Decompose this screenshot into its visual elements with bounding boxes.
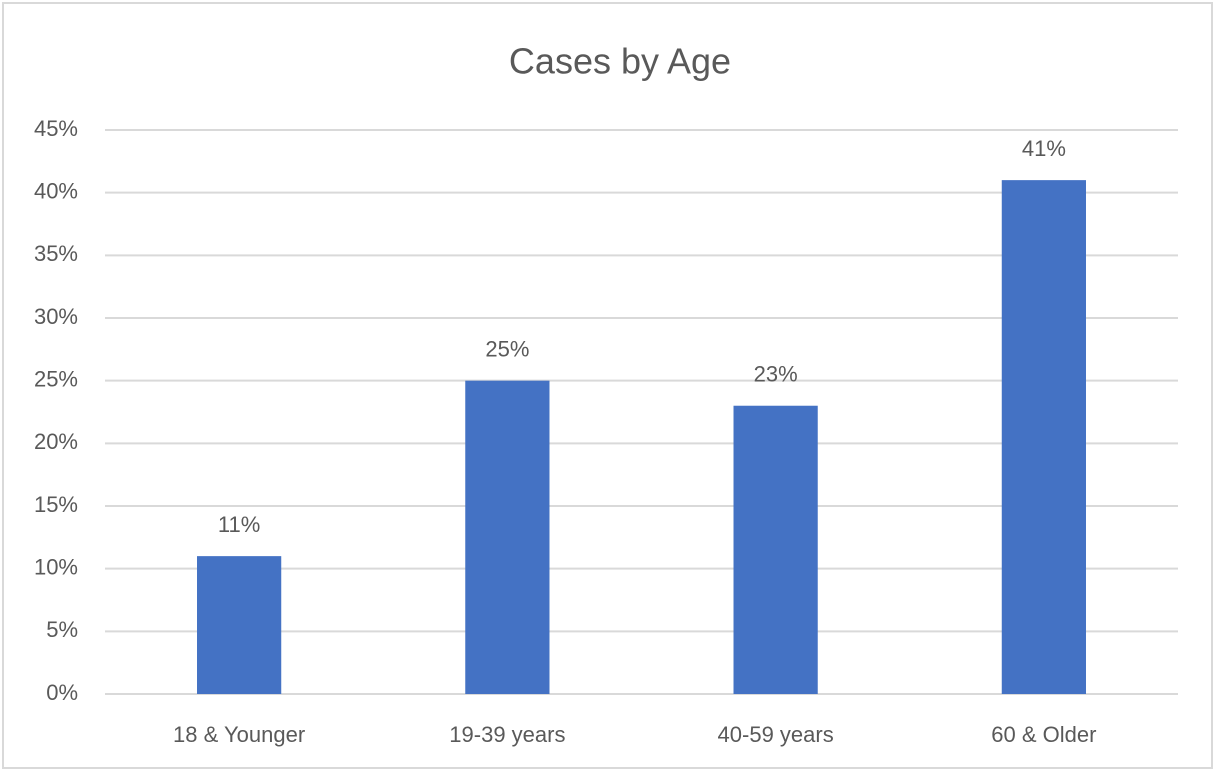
data-label: 25% <box>485 336 529 361</box>
x-tick-label: 60 & Older <box>991 722 1096 747</box>
chart-title: Cases by Age <box>509 41 731 82</box>
data-label: 11% <box>218 512 260 537</box>
y-tick-label: 45% <box>34 116 78 141</box>
y-tick-label: 5% <box>46 617 78 642</box>
y-tick-label: 30% <box>34 304 78 329</box>
data-label: 23% <box>754 362 798 387</box>
bar <box>733 405 818 694</box>
data-label: 41% <box>1022 136 1066 161</box>
y-tick-label: 15% <box>34 492 78 517</box>
x-tick-label: 40-59 years <box>718 722 834 747</box>
y-tick-label: 20% <box>34 429 78 454</box>
bar <box>1001 180 1086 695</box>
bar <box>197 556 282 694</box>
x-tick-label: 18 & Younger <box>173 722 305 747</box>
y-tick-label: 35% <box>34 241 78 266</box>
y-tick-label: 0% <box>46 680 78 705</box>
y-tick-label: 10% <box>34 554 78 579</box>
x-tick-label: 19-39 years <box>449 722 565 747</box>
bar <box>465 380 550 694</box>
y-tick-label: 40% <box>34 178 78 203</box>
y-tick-label: 25% <box>34 366 78 391</box>
